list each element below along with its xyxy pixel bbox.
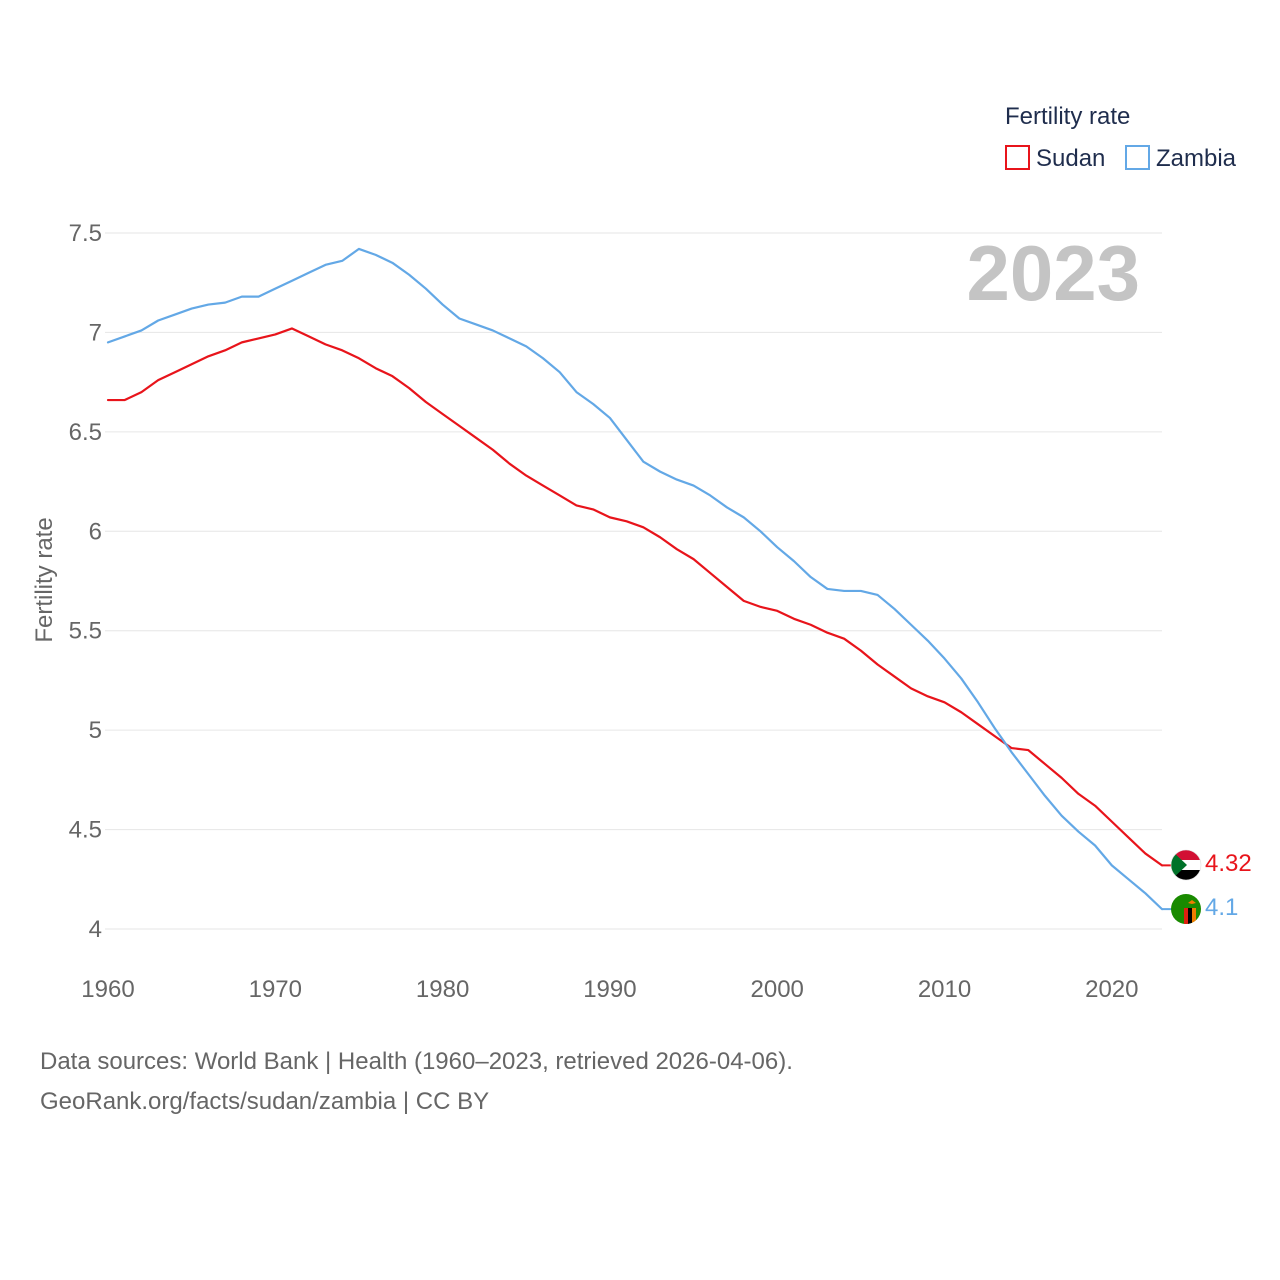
y-axis-ticks: 4 4.5 5 5.5 6 6.5 7 7.5	[69, 220, 102, 943]
sudan-flag-icon	[1170, 849, 1202, 881]
x-axis-ticks: 1960 1970 1980 1990 2000 2010 2020	[81, 976, 1138, 1003]
series-line-zambia[interactable]	[106, 247, 1164, 911]
x-tick-label: 2000	[751, 976, 804, 1003]
legend-swatch-zambia	[1125, 145, 1150, 170]
y-tick-label: 5	[89, 717, 102, 744]
x-tick-label: 1970	[249, 976, 302, 1003]
y-axis-label: Fertility rate	[31, 517, 58, 642]
x-tick-label: 1980	[416, 976, 469, 1003]
y-tick-label: 7	[89, 319, 102, 346]
legend-item-sudan[interactable]: Sudan	[1005, 145, 1105, 172]
source-note: Data sources: World Bank | Health (1960–…	[40, 1042, 793, 1122]
source-line-1: Data sources: World Bank | Health (1960–…	[40, 1048, 793, 1075]
series-lines	[106, 247, 1164, 911]
y-tick-label: 4.5	[69, 817, 102, 844]
legend-label-sudan: Sudan	[1036, 145, 1105, 172]
y-tick-label: 6	[89, 518, 102, 545]
legend: Fertility rate Sudan Zambia	[1005, 103, 1237, 172]
y-tick-label: 4	[89, 916, 102, 943]
sudan-end-value: 4.32	[1205, 850, 1252, 877]
legend-item-zambia[interactable]: Zambia	[1125, 145, 1237, 172]
x-tick-label: 2020	[1085, 976, 1138, 1003]
x-tick-label: 2010	[918, 976, 971, 1003]
series-end-markers	[1162, 864, 1172, 911]
legend-label-zambia: Zambia	[1156, 145, 1237, 172]
x-tick-label: 1990	[583, 976, 636, 1003]
series-line-sudan[interactable]	[106, 327, 1164, 867]
y-tick-label: 6.5	[69, 419, 102, 446]
x-tick-label: 1960	[81, 976, 134, 1003]
legend-title: Fertility rate	[1005, 103, 1130, 130]
legend-swatch-sudan	[1005, 145, 1030, 170]
current-year-label: 2023	[966, 229, 1140, 317]
zambia-end-value: 4.1	[1205, 894, 1238, 921]
zambia-flag-icon	[1171, 894, 1201, 924]
y-tick-label: 5.5	[69, 618, 102, 645]
y-tick-label: 7.5	[69, 220, 102, 247]
source-line-2[interactable]: GeoRank.org/facts/sudan/zambia | CC BY	[40, 1088, 490, 1115]
